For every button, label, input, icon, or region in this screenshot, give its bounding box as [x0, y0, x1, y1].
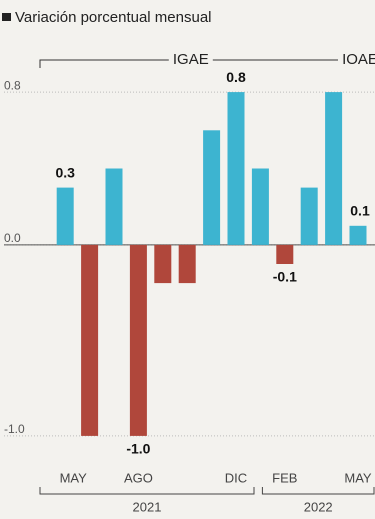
x-tick-label: DIC	[225, 470, 247, 485]
group-label-bg	[168, 52, 213, 68]
bar	[325, 92, 343, 245]
chart-title: Variación porcentual mensual	[15, 9, 212, 26]
bar	[203, 130, 221, 245]
group-label: IOAE	[342, 51, 375, 68]
year-bracket	[39, 487, 255, 495]
bar	[56, 187, 74, 245]
group-label: IGAE	[173, 51, 209, 68]
bar	[276, 244, 294, 264]
value-label: 0.3	[55, 164, 75, 180]
value-label: 0.8	[226, 69, 246, 85]
year-label: 2022	[304, 499, 333, 514]
bar	[300, 187, 318, 245]
y-tick-label: -1.0	[4, 422, 25, 436]
bar	[105, 168, 123, 245]
bar	[129, 244, 147, 436]
y-tick-label: 0.8	[4, 78, 21, 92]
value-label: 0.1	[350, 203, 370, 219]
value-label: -1.0	[126, 441, 150, 457]
x-tick-label: MAY	[60, 470, 88, 485]
x-tick-label: FEB	[272, 470, 297, 485]
y-tick-label: 0.0	[4, 231, 21, 245]
x-tick-label: MAY	[344, 470, 372, 485]
year-label: 2021	[133, 499, 162, 514]
bar	[227, 92, 245, 245]
title-icon	[2, 13, 11, 21]
bar	[154, 244, 172, 284]
year-bracket	[261, 487, 375, 495]
x-tick-label: AGO	[124, 470, 153, 485]
value-label: -0.1	[273, 269, 297, 285]
bar	[81, 244, 99, 436]
bar	[349, 225, 367, 245]
bar	[178, 244, 196, 284]
bar	[251, 168, 269, 245]
group-label-bg	[338, 52, 375, 68]
